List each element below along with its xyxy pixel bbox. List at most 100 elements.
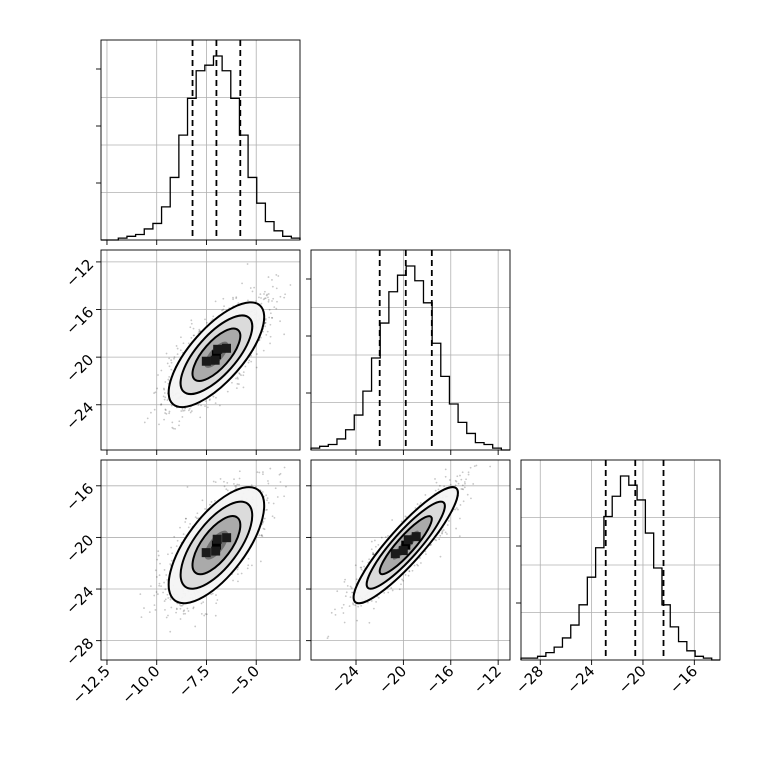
sample-point <box>272 297 275 300</box>
sample-point <box>153 392 155 394</box>
scatter-panel-3-1 <box>96 459 301 665</box>
panel-frame <box>520 459 721 661</box>
sample-point <box>465 478 467 481</box>
sample-point <box>469 466 472 469</box>
sample-point <box>266 293 269 296</box>
sample-point <box>289 284 292 286</box>
sample-point <box>164 409 167 411</box>
y-tick-label: −20 <box>62 531 97 566</box>
sample-point <box>255 366 258 369</box>
sample-point <box>164 396 167 399</box>
sample-point <box>215 602 218 605</box>
sample-point <box>236 568 239 571</box>
sample-point <box>242 386 245 389</box>
histogram-steps <box>310 265 510 451</box>
sample-point <box>266 499 268 502</box>
sample-point <box>225 488 228 491</box>
x-tick-label: −24 <box>563 662 598 697</box>
density-peak-cell <box>222 343 232 353</box>
sample-point <box>264 325 266 328</box>
sample-point <box>221 309 223 312</box>
sample-point <box>164 381 167 383</box>
sample-point <box>222 297 225 300</box>
sample-point <box>444 468 447 471</box>
sample-point <box>183 409 186 412</box>
sample-point <box>360 566 363 569</box>
sample-point <box>261 535 264 538</box>
panel-frame <box>100 249 301 451</box>
sample-point <box>283 466 286 469</box>
sample-point <box>408 570 411 572</box>
sample-point <box>244 365 247 368</box>
sample-point <box>236 382 239 385</box>
sample-point <box>391 589 394 592</box>
sample-point <box>349 596 352 599</box>
sample-point <box>350 587 353 589</box>
sample-point <box>262 471 264 473</box>
sample-point <box>171 426 174 429</box>
sample-point <box>156 387 159 390</box>
sample-point <box>383 591 386 594</box>
sample-point <box>413 564 416 567</box>
sample-point <box>164 408 167 411</box>
sample-point <box>175 545 178 548</box>
sample-point <box>214 300 217 303</box>
sample-point <box>214 499 216 502</box>
sample-point <box>455 527 457 530</box>
sample-point <box>327 635 330 638</box>
sample-point <box>210 593 213 596</box>
density-peak-cell <box>222 533 232 543</box>
sample-point <box>430 543 432 546</box>
sample-point <box>156 558 159 561</box>
sample-point <box>188 407 191 410</box>
sample-point <box>261 491 264 493</box>
sample-point <box>466 493 469 496</box>
x-tick-label: −12 <box>470 662 505 697</box>
sample-point <box>439 555 442 558</box>
sample-point <box>194 516 197 519</box>
sample-point <box>416 563 419 566</box>
sample-point <box>200 404 202 407</box>
sample-point <box>165 574 168 576</box>
sample-point <box>168 412 171 415</box>
sample-point <box>235 377 237 380</box>
sample-point <box>236 483 239 486</box>
histogram-steps <box>101 55 301 241</box>
sample-point <box>187 610 190 612</box>
sample-point <box>344 595 347 598</box>
sample-point <box>185 517 187 520</box>
sample-point <box>163 418 165 421</box>
sample-point <box>384 536 387 539</box>
sample-point <box>167 378 170 381</box>
x-tick-label: −7.5 <box>175 662 213 700</box>
panel-frame <box>100 39 301 241</box>
sample-point <box>326 637 329 640</box>
contour-line <box>191 515 242 576</box>
sample-point <box>206 613 208 616</box>
sample-point <box>241 282 243 285</box>
sample-point <box>414 507 417 509</box>
sample-point <box>200 612 203 615</box>
sample-point <box>262 473 264 476</box>
sample-point <box>352 602 354 605</box>
sample-point <box>473 465 476 468</box>
sample-point <box>262 298 265 301</box>
sample-point <box>157 554 160 557</box>
sample-point <box>158 574 161 577</box>
sample-point <box>359 566 362 569</box>
sample-point <box>271 316 273 319</box>
sample-point <box>330 611 333 614</box>
sample-point <box>178 420 181 423</box>
sample-point <box>157 374 159 376</box>
sample-point <box>192 327 195 330</box>
sample-point <box>192 334 195 337</box>
sample-point <box>435 481 438 484</box>
sample-point <box>179 603 181 606</box>
sample-point <box>267 299 270 301</box>
sample-point <box>266 497 269 500</box>
sample-point <box>283 495 286 498</box>
sample-point <box>202 601 205 604</box>
sample-point <box>242 371 245 374</box>
sample-point <box>180 336 182 339</box>
sample-point <box>454 508 457 511</box>
